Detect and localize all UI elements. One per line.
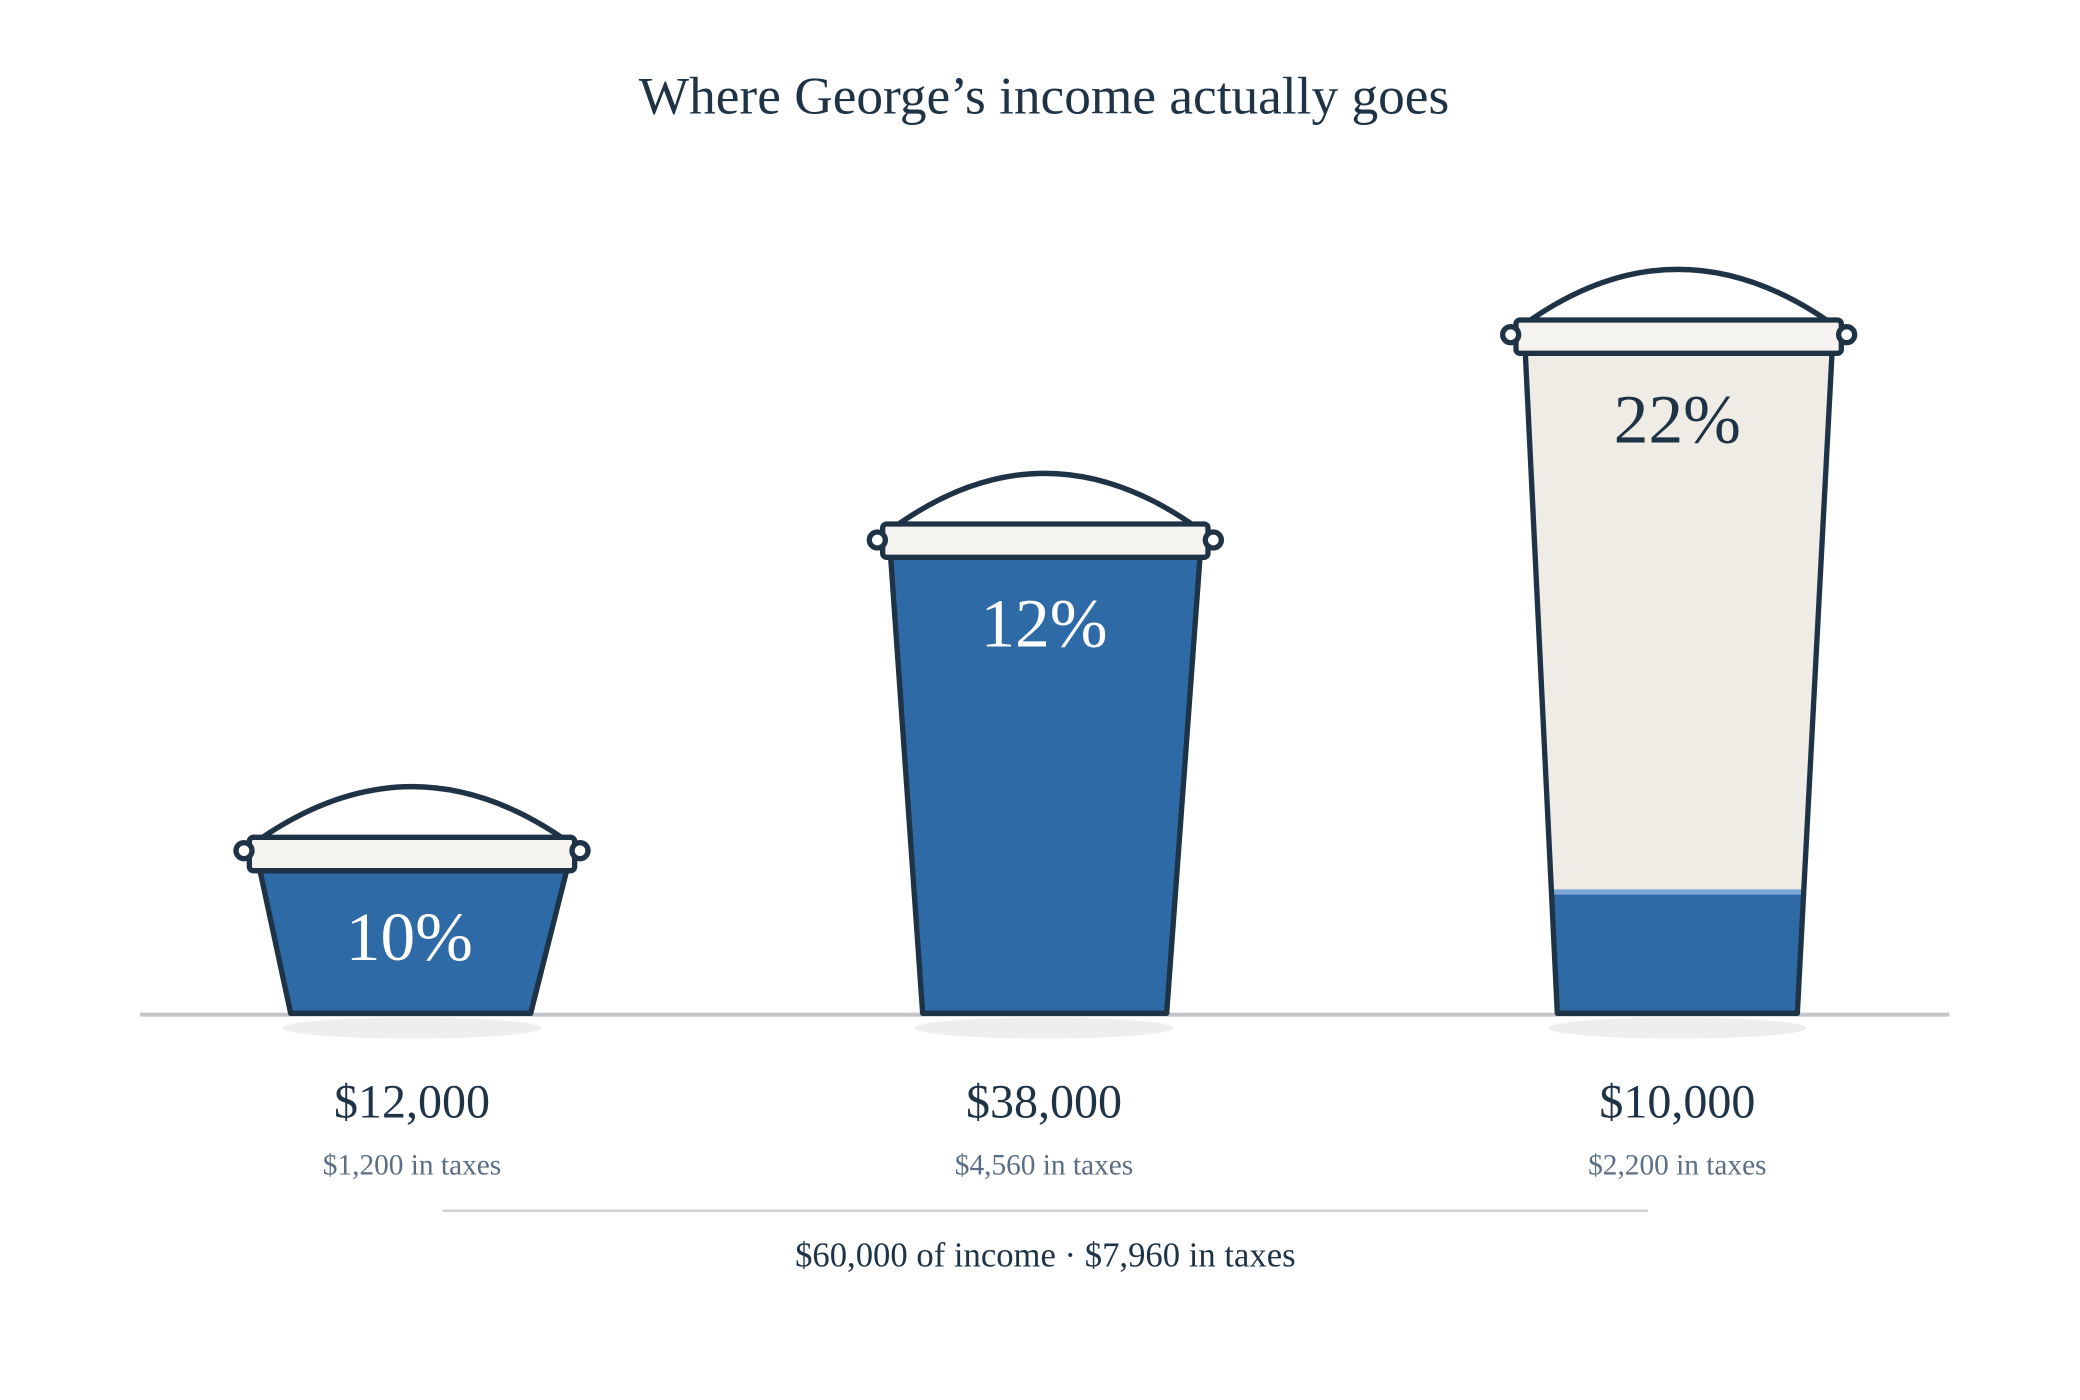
bucket-rate: 22% xyxy=(1614,381,1741,458)
handle-ring xyxy=(1835,323,1858,346)
shadow xyxy=(914,1017,1174,1039)
handle-ring xyxy=(866,529,888,551)
handle-ring xyxy=(233,840,255,862)
bucket-fill xyxy=(1552,890,1804,1014)
income-label: $38,000 xyxy=(966,1076,1122,1129)
bucket-rim xyxy=(880,521,1211,560)
taxes-label: $4,560 in taxes xyxy=(955,1150,1133,1182)
handle xyxy=(875,470,1215,543)
taxes-label: $1,200 in taxes xyxy=(323,1150,501,1182)
title: Where George’s income actually goes xyxy=(639,66,1449,126)
bucket: 12% xyxy=(866,470,1224,1016)
shadow xyxy=(282,1017,542,1039)
bucket-rim xyxy=(246,834,578,874)
handle-ring xyxy=(1499,323,1522,346)
income-label: $12,000 xyxy=(334,1076,490,1129)
taxes-label: $2,200 in taxes xyxy=(1588,1150,1766,1182)
handle-ring xyxy=(569,840,591,862)
bucket-rim xyxy=(1513,317,1844,356)
shadow xyxy=(1548,1017,1807,1039)
bucket-rate: 12% xyxy=(980,585,1107,662)
bucket: 10% xyxy=(233,784,591,1016)
summary: $60,000 of income · $7,960 in taxes xyxy=(795,1237,1296,1275)
bucket-rate: 10% xyxy=(346,898,473,975)
handle xyxy=(242,784,582,853)
handle-ring xyxy=(1202,529,1224,551)
bucket-body xyxy=(1525,353,1832,1014)
handle xyxy=(1509,266,1849,337)
bucket: 22% xyxy=(1499,266,1858,1016)
income-label: $10,000 xyxy=(1599,1076,1755,1129)
